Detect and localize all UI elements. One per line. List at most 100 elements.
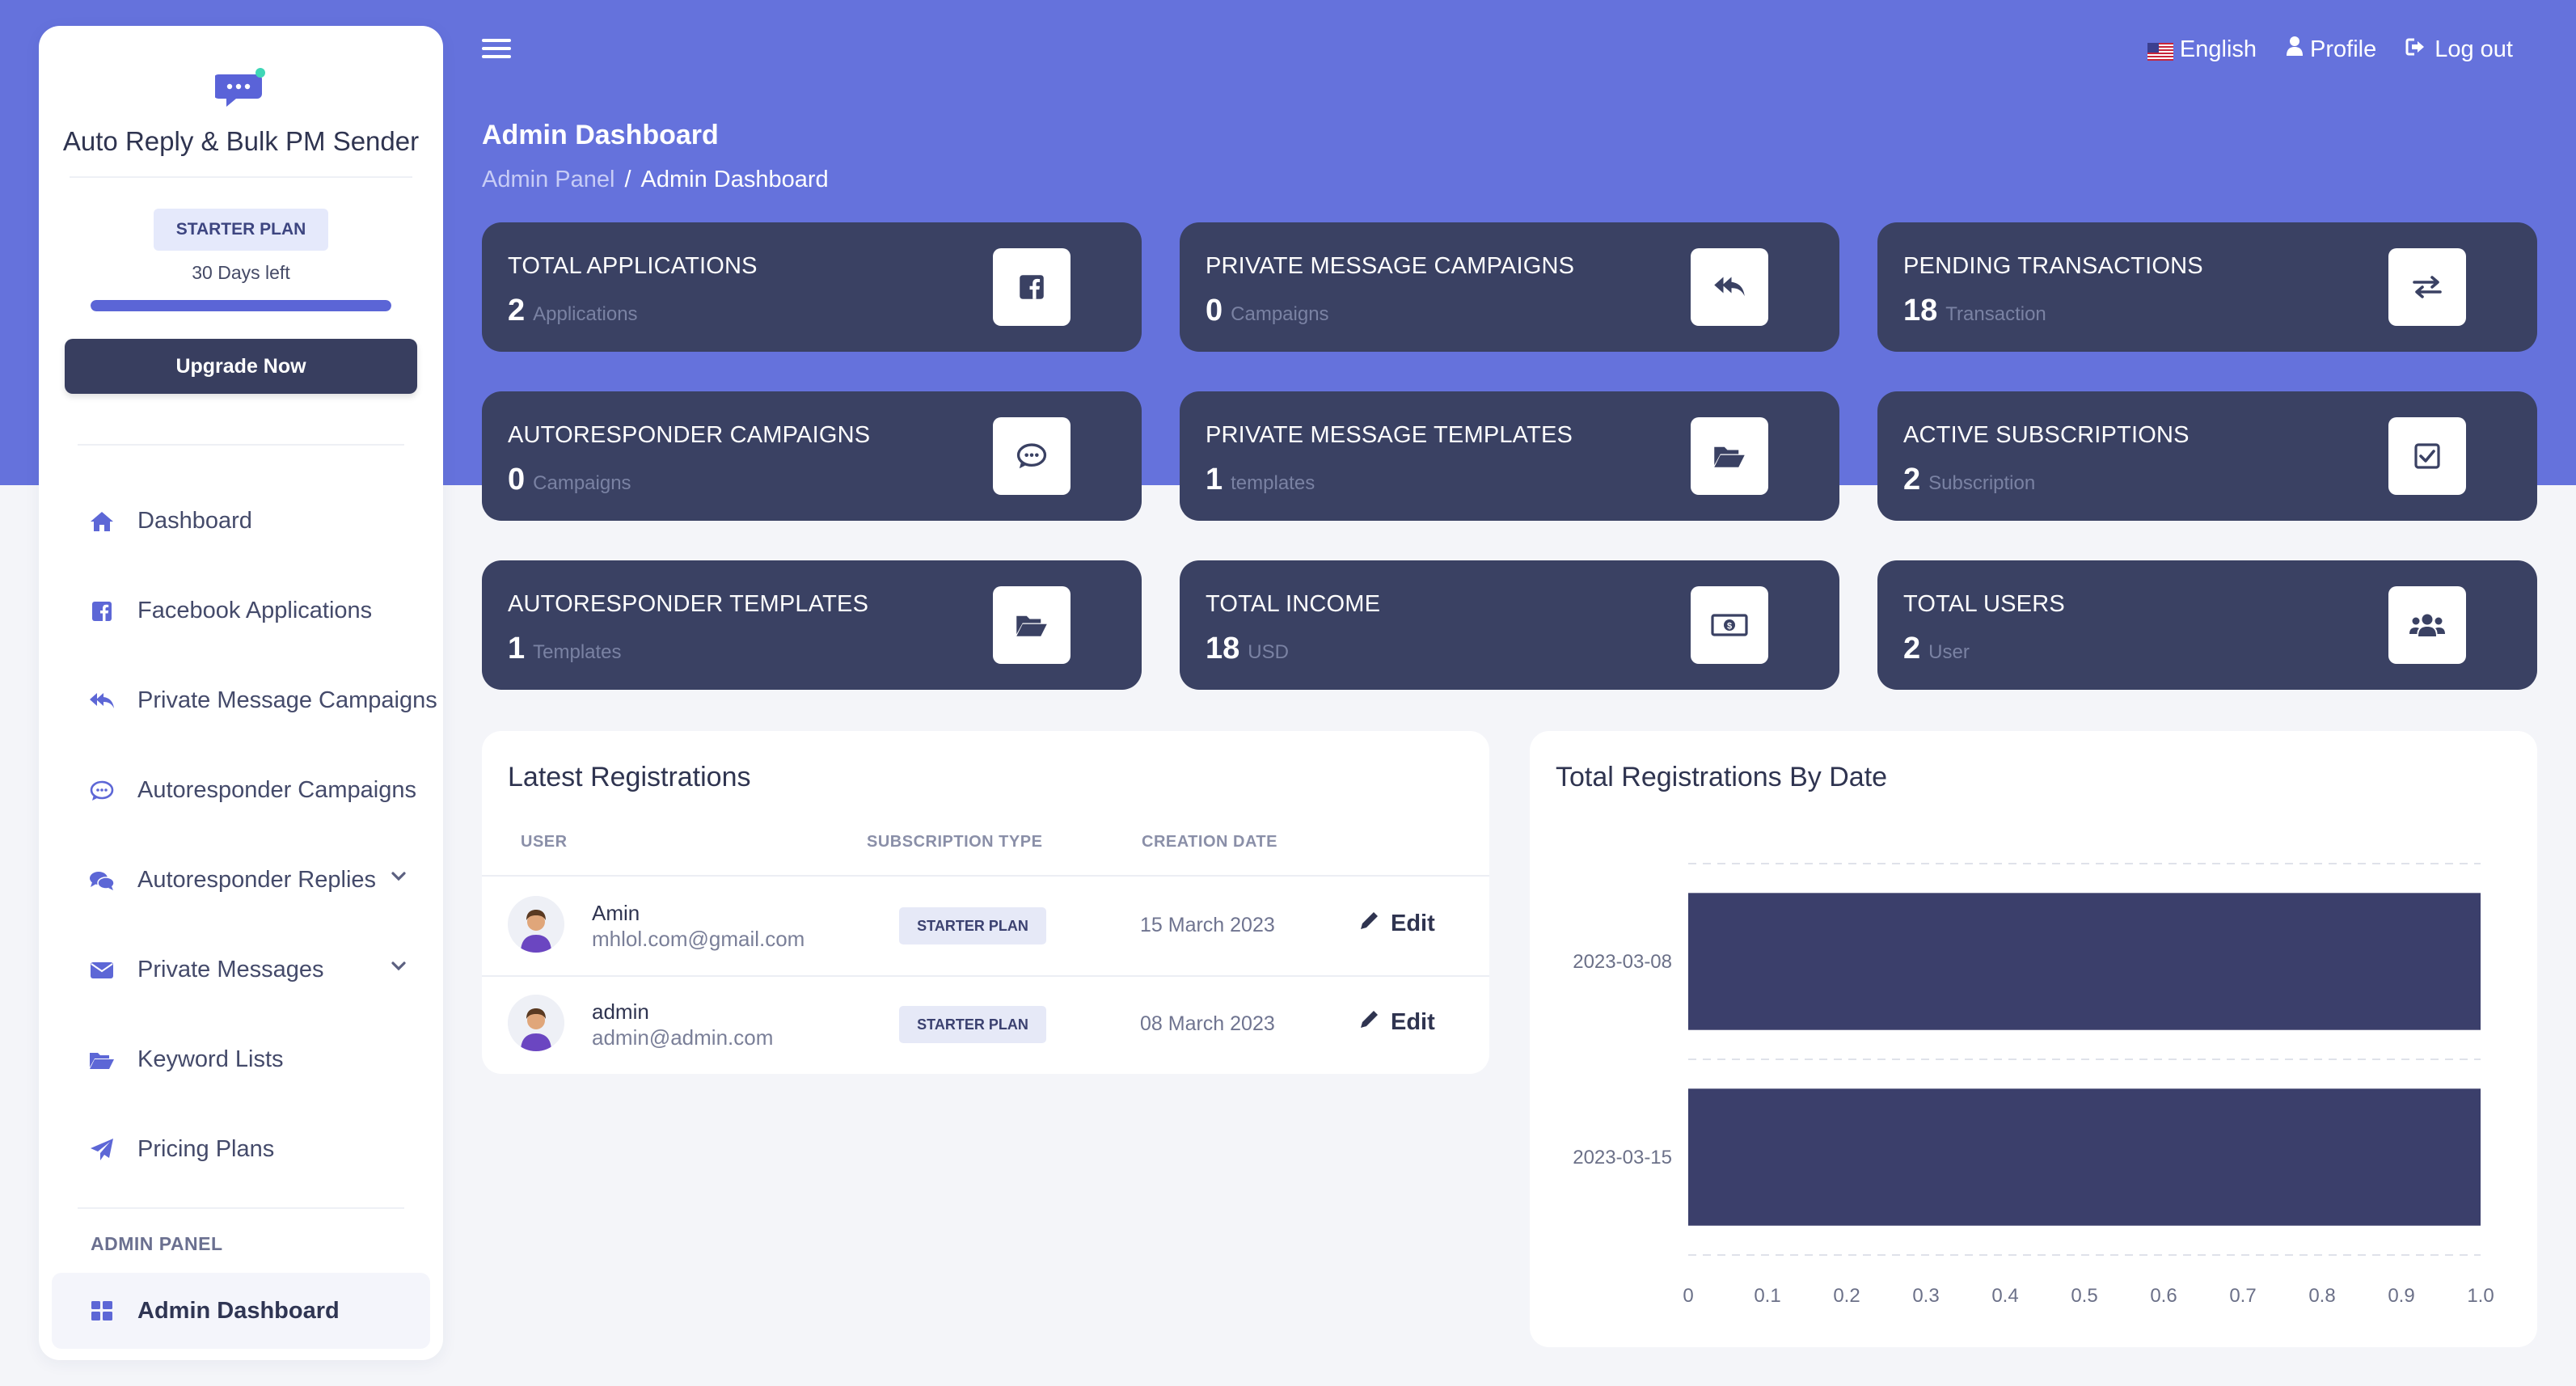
stat-number: 18	[1206, 632, 1240, 666]
page-title: Admin Dashboard	[482, 120, 719, 150]
plan-badge: STARTER PLAN	[153, 209, 329, 251]
menu-toggle-icon[interactable]	[482, 39, 511, 61]
sidebar-item-admin-dashboard[interactable]: Admin Dashboard	[52, 1273, 430, 1349]
avatar	[508, 896, 564, 953]
grid-icon	[89, 1298, 115, 1324]
stat-unit: Campaigns	[1231, 303, 1329, 325]
stat-value: 0 Campaigns	[1206, 294, 1329, 328]
stat-card-autoresponder-campaigns: AUTORESPONDER CAMPAIGNS 0 Campaigns	[482, 391, 1142, 521]
x-tick-label: 0	[1683, 1285, 1693, 1307]
sidebar: Auto Reply & Bulk PM Sender STARTER PLAN…	[39, 26, 443, 1360]
days-left-text: 30 Days left	[192, 262, 290, 283]
breadcrumb-link-admin-panel[interactable]: Admin Panel	[482, 167, 615, 192]
category-label: 2023-03-08	[1573, 951, 1672, 973]
stat-title: TOTAL INCOME	[1206, 591, 1381, 617]
home-icon	[89, 509, 115, 535]
folder-open-icon	[1691, 417, 1768, 495]
divider	[70, 176, 412, 178]
x-tick-label: 0.2	[1833, 1285, 1860, 1307]
us-flag-icon	[2147, 40, 2173, 61]
stat-value: 18 USD	[1206, 632, 1289, 666]
upgrade-now-button[interactable]: Upgrade Now	[65, 339, 417, 394]
comments-icon	[89, 868, 115, 894]
subscription-badge: STARTER PLAN	[899, 907, 1046, 944]
app-title: Auto Reply & Bulk PM Sender	[62, 126, 420, 156]
stat-card-pending-transactions: PENDING TRANSACTIONS 18 Transaction	[1877, 222, 2537, 352]
reply-all-icon	[89, 688, 115, 714]
folder-open-icon	[993, 586, 1071, 664]
stat-value: 18 Transaction	[1903, 294, 2046, 328]
edit-label: Edit	[1391, 910, 1435, 936]
stat-value: 2 Subscription	[1903, 463, 2035, 497]
user-icon	[2286, 36, 2304, 63]
divider	[78, 444, 404, 446]
x-tick-label: 0.4	[1991, 1285, 2018, 1307]
user-name: admin	[592, 999, 649, 1024]
facebook-icon	[993, 248, 1071, 326]
x-tick-label: 0.3	[1912, 1285, 1939, 1307]
breadcrumb-current: Admin Dashboard	[640, 167, 829, 192]
column-header-creation-date: CREATION DATE	[1142, 833, 1277, 851]
sidebar-item-keyword-lists[interactable]: Keyword Lists	[39, 1015, 443, 1105]
sidebar-nav: Dashboard Facebook Applications Private …	[39, 476, 443, 1194]
stat-unit: Applications	[533, 303, 638, 325]
stat-number: 0	[1206, 294, 1223, 327]
facebook-icon	[89, 598, 115, 624]
bar	[1688, 1088, 2481, 1226]
language-selector[interactable]: English	[2147, 36, 2257, 63]
users-icon	[2388, 586, 2466, 664]
brand: Auto Reply & Bulk PM Sender	[39, 26, 443, 176]
stat-card-private-message-campaigns: PRIVATE MESSAGE CAMPAIGNS 0 Campaigns	[1180, 222, 1839, 352]
check-square-icon	[2388, 417, 2466, 495]
sidebar-item-facebook-applications[interactable]: Facebook Applications	[39, 566, 443, 656]
stat-unit: User	[1928, 641, 1970, 663]
reply-all-icon	[1691, 248, 1768, 326]
sidebar-item-autoresponder-campaigns[interactable]: Autoresponder Campaigns	[39, 746, 443, 835]
column-header-subscription-type: SUBSCRIPTION TYPE	[867, 833, 1043, 851]
stat-number: 1	[1206, 463, 1223, 497]
days-progress-fill	[91, 300, 391, 311]
column-header-user: USER	[521, 833, 568, 851]
edit-button[interactable]: Edit	[1358, 1008, 1435, 1037]
bar	[1688, 893, 2481, 1030]
chat-bubble-icon	[213, 68, 267, 110]
stat-title: PRIVATE MESSAGE CAMPAIGNS	[1206, 253, 1575, 279]
stat-value: 1 templates	[1206, 463, 1315, 497]
chart-title: Total Registrations By Date	[1556, 762, 1888, 792]
sidebar-item-pricing-plans[interactable]: Pricing Plans	[39, 1105, 443, 1194]
x-tick-label: 0.6	[2150, 1285, 2177, 1307]
comment-icon	[89, 778, 115, 804]
sidebar-item-private-messages[interactable]: Private Messages	[39, 925, 443, 1015]
user-email: admin@admin.com	[592, 1025, 774, 1050]
subscription-badge: STARTER PLAN	[899, 1006, 1046, 1043]
top-links: English Profile Log out	[2147, 36, 2513, 63]
stat-card-total-applications: TOTAL APPLICATIONS 2 Applications	[482, 222, 1142, 352]
exchange-icon	[2388, 248, 2466, 326]
stat-value: 2 User	[1903, 632, 1970, 666]
card-title: Latest Registrations	[508, 762, 751, 792]
profile-link[interactable]: Profile	[2286, 36, 2376, 63]
chevron-down-icon[interactable]	[391, 961, 406, 975]
divider	[482, 875, 1489, 877]
logout-link[interactable]: Log out	[2405, 36, 2513, 63]
sidebar-item-private-message-campaigns[interactable]: Private Message Campaigns	[39, 656, 443, 746]
money-bill-icon: $	[1691, 586, 1768, 664]
stat-card-active-subscriptions: ACTIVE SUBSCRIPTIONS 2 Subscription	[1877, 391, 2537, 521]
stat-title: PENDING TRANSACTIONS	[1903, 253, 2203, 279]
comment-icon	[993, 417, 1071, 495]
x-tick-label: 0.9	[2388, 1285, 2414, 1307]
chevron-down-icon[interactable]	[391, 871, 406, 885]
sidebar-item-dashboard[interactable]: Dashboard	[39, 476, 443, 566]
divider	[78, 1207, 404, 1209]
creation-date: 08 March 2023	[1140, 1012, 1275, 1035]
x-tick-label: 0.7	[2229, 1285, 2256, 1307]
creation-date: 15 March 2023	[1140, 914, 1275, 936]
sidebar-item-label: Dashboard	[137, 508, 252, 534]
stat-unit: Templates	[533, 641, 622, 663]
stat-number: 0	[508, 463, 526, 497]
stat-title: PRIVATE MESSAGE TEMPLATES	[1206, 422, 1573, 448]
user-name: Amin	[592, 901, 640, 925]
sidebar-item-autoresponder-replies[interactable]: Autoresponder Replies	[39, 835, 443, 925]
sidebar-item-label: Autoresponder Replies	[137, 867, 377, 893]
edit-button[interactable]: Edit	[1358, 909, 1435, 938]
